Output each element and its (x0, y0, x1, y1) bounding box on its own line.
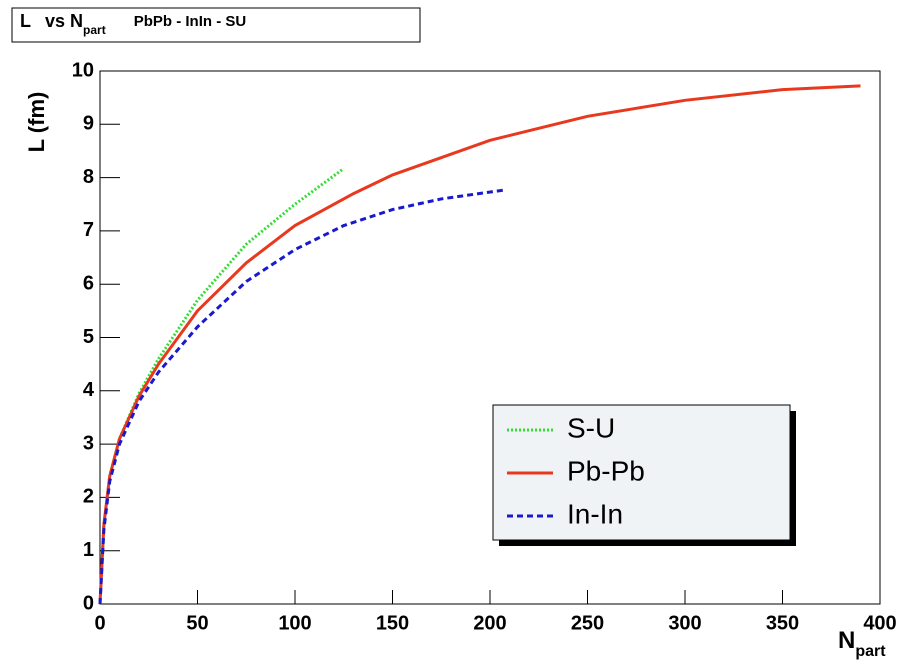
y-axis-label: L (fm) (24, 92, 49, 153)
x-tick-label: 0 (94, 612, 105, 634)
x-tick-label: 400 (863, 612, 896, 634)
y-tick-label: 3 (83, 432, 94, 454)
legend-label: In-In (567, 498, 623, 529)
line (98, 167, 345, 605)
title-part: L (20, 11, 31, 31)
x-tick-label: 50 (186, 612, 208, 634)
title-part: PbPb - InIn - SU (134, 13, 247, 30)
x-label-part: part (855, 643, 886, 660)
x-tick-label: 300 (668, 612, 701, 634)
y-tick-label: 7 (83, 219, 94, 241)
x-axis-label: Npart (838, 627, 886, 660)
legend-label: Pb-Pb (567, 455, 645, 486)
title-box (11, 7, 421, 43)
x-tick-label: 150 (376, 612, 409, 634)
y-tick-label: 5 (83, 326, 94, 348)
y-tick-label: 8 (83, 166, 94, 188)
y-tick-label: 4 (83, 379, 95, 401)
line (98, 188, 506, 605)
y-tick-label: 1 (83, 539, 94, 561)
x-tick-label: 350 (766, 612, 799, 634)
x-tick-label: 250 (571, 612, 604, 634)
y-tick-label: 2 (83, 486, 94, 508)
line (98, 84, 861, 605)
y-tick-label: 6 (83, 272, 94, 294)
y-tick-label: 9 (83, 113, 94, 135)
y-tick-label: 10 (72, 59, 94, 81)
x-tick-label: 200 (473, 612, 506, 634)
title-part: vs N (45, 11, 83, 31)
x-tick-label: 100 (278, 612, 311, 634)
y-tick-label: 0 (83, 592, 94, 614)
legend-label: S-U (567, 412, 615, 443)
x-label-part: N (838, 627, 855, 654)
title-part: part (83, 23, 106, 37)
